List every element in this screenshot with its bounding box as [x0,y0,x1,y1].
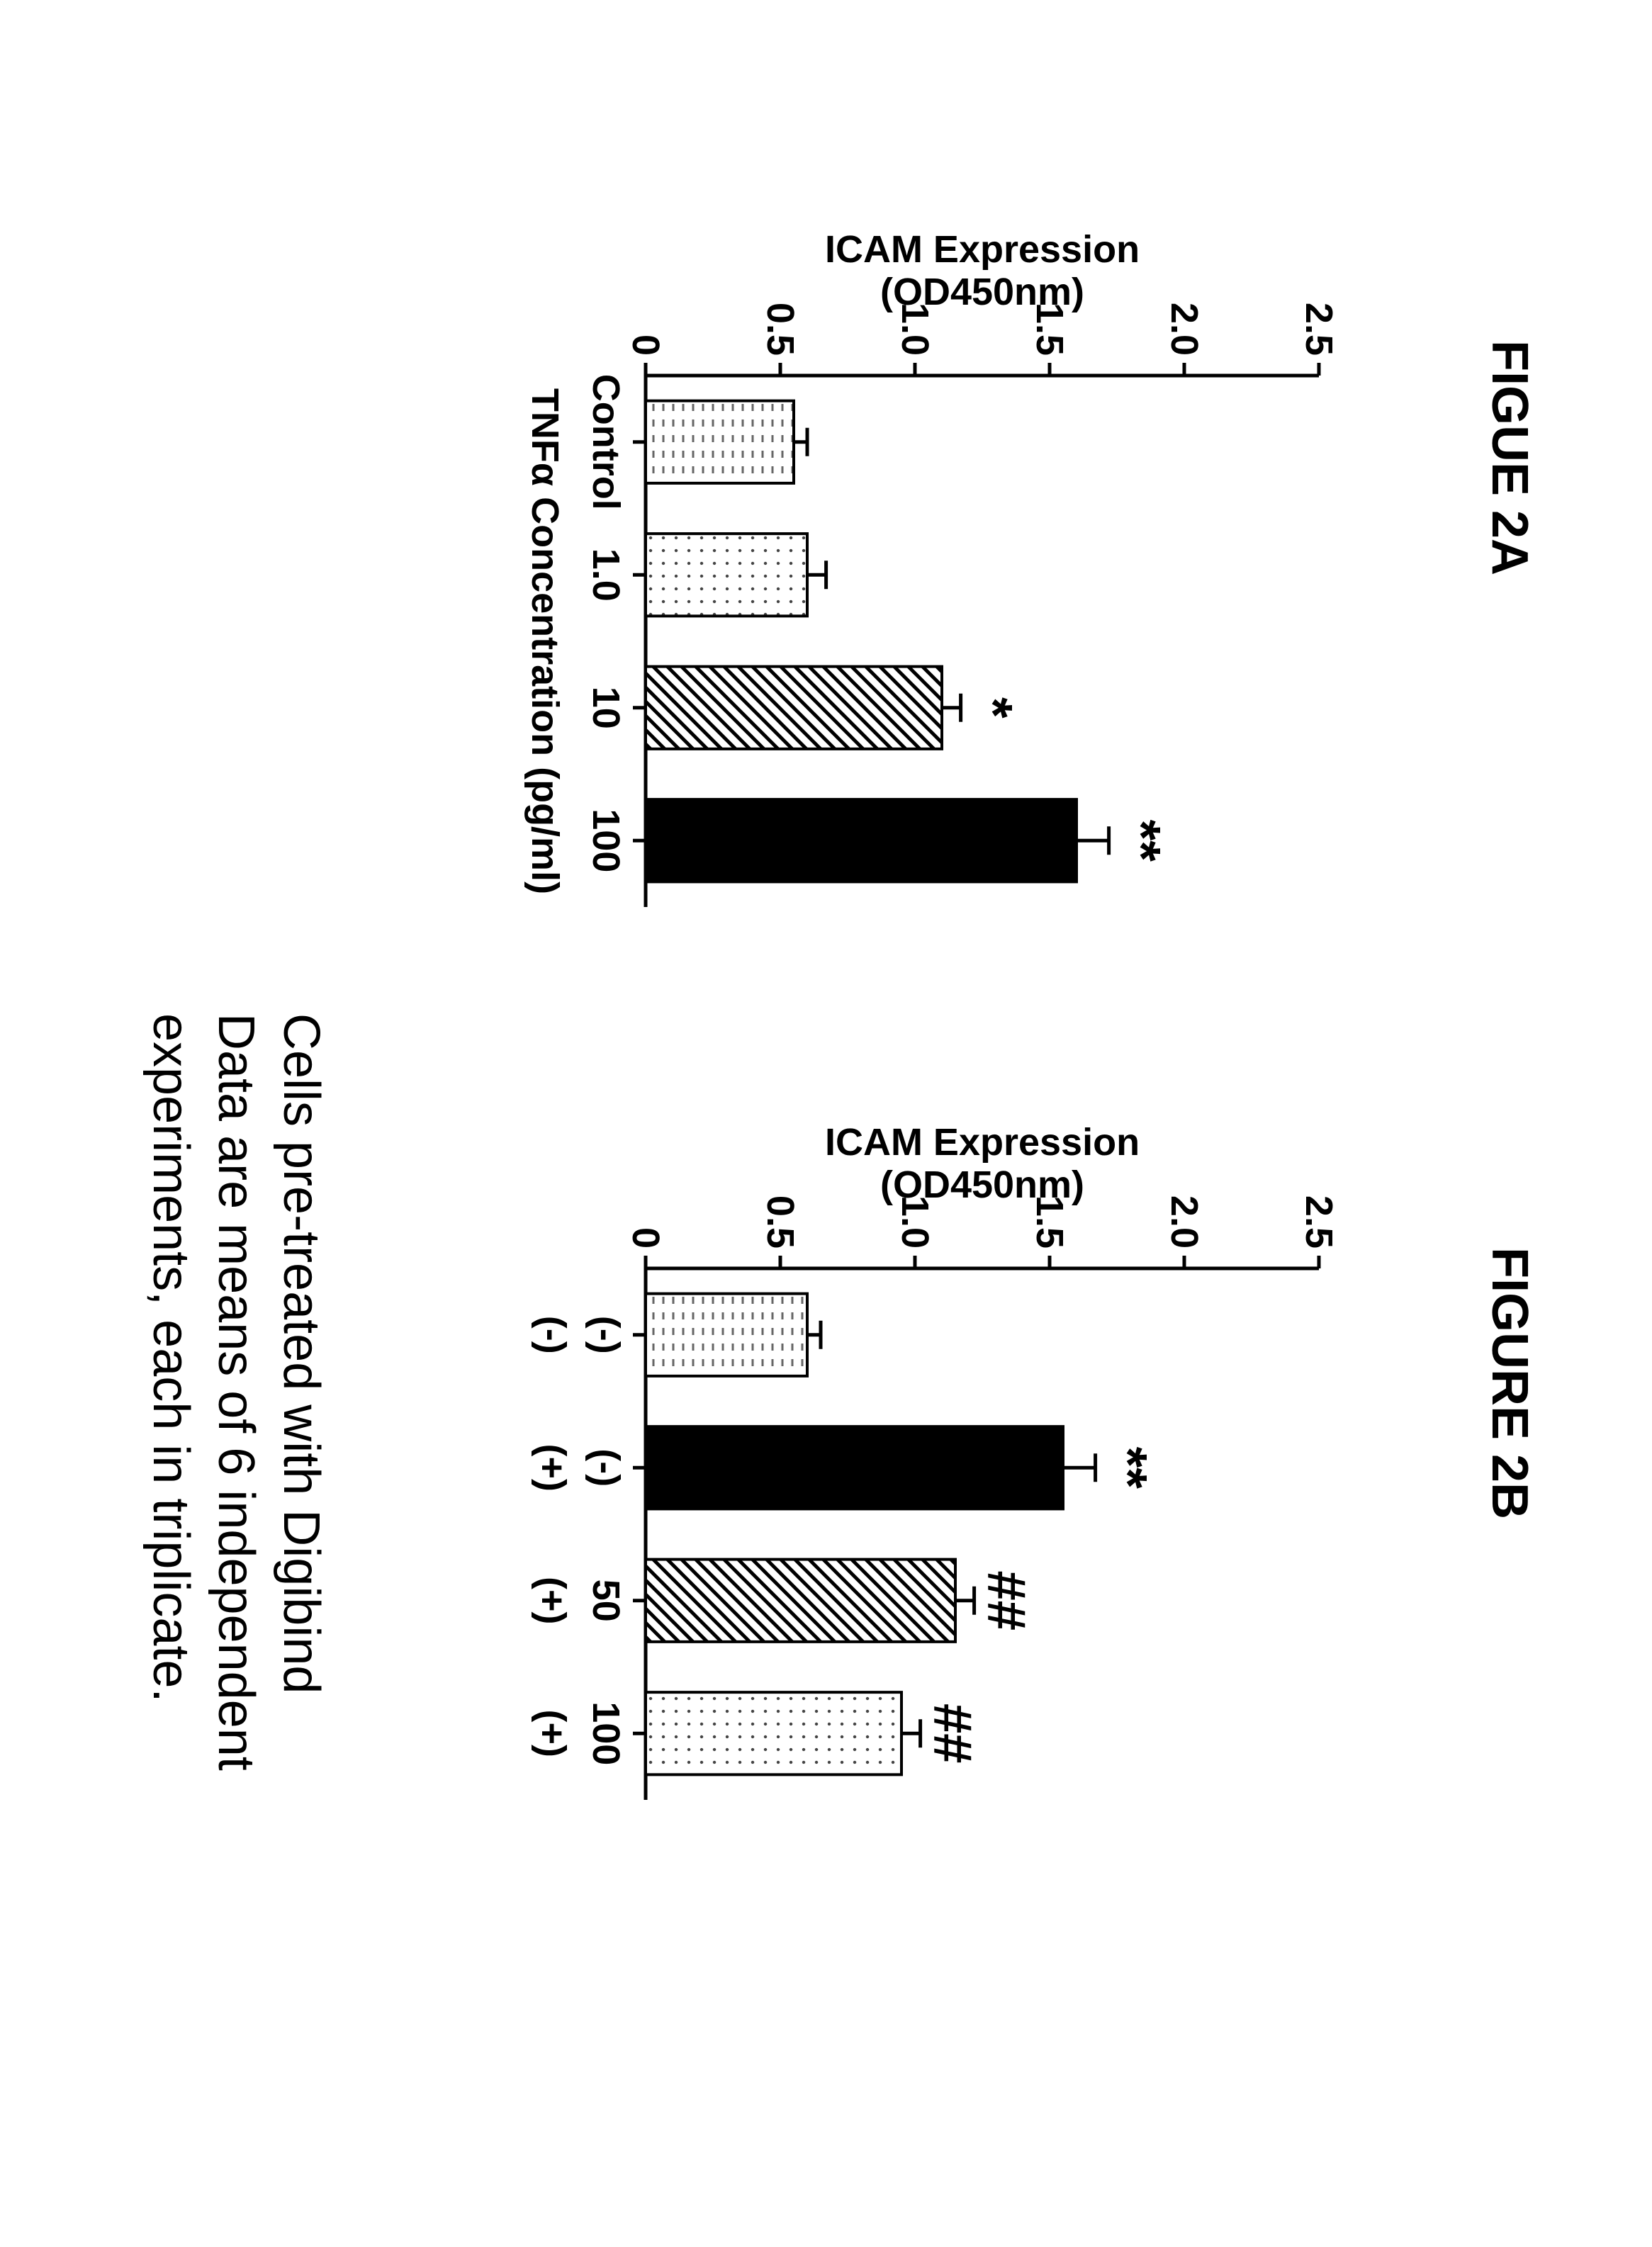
x-tick-label: Control [585,374,627,510]
bar [646,534,807,616]
significance-marker: ## [923,1703,983,1764]
significance-marker: ## [977,1570,1037,1631]
bar [646,1692,901,1774]
chart-a: 00.51.01.52.02.5ICAM Expression(OD450nm)… [624,213,1333,921]
y-axis-label-2: (OD450nm) [880,1164,1084,1206]
significance-marker: * [963,697,1023,719]
caption-line: Data are means of 6 independent [203,1013,269,1771]
x-tick-label: 100 [585,809,627,872]
bar [646,1560,955,1642]
x-row2-label: (+) [531,1710,573,1758]
x-row1-label: 100 [585,1701,627,1765]
bar [646,1426,1063,1509]
significance-marker: ** [1111,820,1171,862]
y-tick-label: 0 [624,1227,667,1249]
caption-line: experiments, each in triplicate. [138,1013,203,1771]
chart-b: 00.51.01.52.02.5ICAM Expression(OD450nm)… [624,1105,1333,1814]
x-row1-label: (-) [585,1448,627,1487]
x-row2-label: (+) [531,1444,573,1492]
x-tick-label: 1.0 [585,548,627,602]
bar [646,799,1077,882]
y-axis-label-1: ICAM Expression [825,228,1140,271]
y-tick-label: 2.5 [1298,303,1333,356]
significance-marker: ** [1098,1447,1158,1489]
y-tick-label: 0.5 [759,303,802,356]
y-tick-label: 0 [624,334,667,356]
bar [646,1294,807,1376]
x-row1-label: 50 [585,1579,627,1622]
y-axis-label-1: ICAM Expression [825,1121,1140,1164]
y-tick-label: 2.5 [1298,1195,1333,1249]
x-row2-label: (+) [531,1577,573,1625]
x-row1-label: (-) [585,1316,627,1354]
figure-title-b: FIGURE 2B [1480,1247,1539,1519]
x-row2-label: (-) [531,1316,573,1354]
caption: Cells pre-treated with DigibindData are … [138,1013,334,1771]
x-axis-label: TNFα Concentration (pg/ml) [524,388,566,894]
y-tick-label: 2.0 [1163,303,1206,356]
figure-title-a: FIGUE 2A [1480,340,1539,575]
bar [646,667,942,749]
x-tick-label: 10 [585,687,627,729]
y-tick-label: 2.0 [1163,1195,1206,1249]
y-axis-label-2: (OD450nm) [880,271,1084,313]
y-tick-label: 0.5 [759,1195,802,1249]
bar [646,401,794,483]
